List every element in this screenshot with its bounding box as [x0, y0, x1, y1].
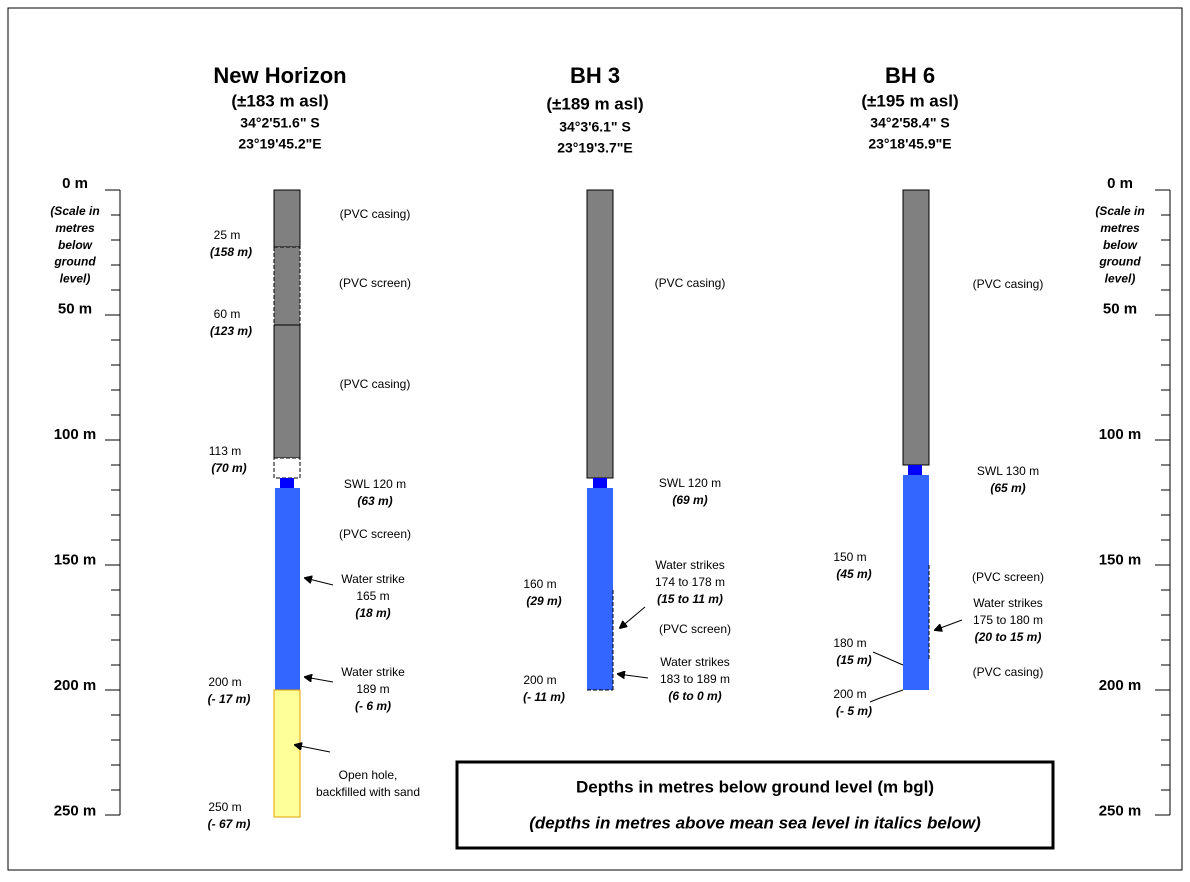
- scale-label: 200 m: [54, 677, 97, 694]
- depth-label: 200 m: [833, 687, 866, 701]
- asl-label: (123 m): [210, 324, 252, 338]
- annotation: (PVC screen): [339, 276, 411, 290]
- scale-note: (Scale in: [1095, 204, 1144, 218]
- depth-label: 60 m: [214, 307, 241, 321]
- scale-note: metres: [1100, 221, 1140, 235]
- annotation: (PVC screen): [659, 622, 731, 636]
- annotation: (PVC casing): [655, 276, 726, 290]
- depth-label: 160 m: [523, 577, 556, 591]
- labels: 0 m 50 m 100 m 150 m 200 m 250 m (Scale in metr…: [50, 63, 1144, 833]
- annotation: (PVC casing): [340, 377, 411, 391]
- scale-label: 100 m: [54, 426, 97, 443]
- annotation: (20 to 15 m): [975, 630, 1042, 644]
- annotation: SWL 130 m: [977, 464, 1039, 478]
- scale-label: 250 m: [1099, 802, 1142, 819]
- annotation: (18 m): [355, 606, 390, 620]
- asl-label: (158 m): [210, 245, 252, 259]
- scale-note: metres: [55, 221, 95, 235]
- annotation: Water strike: [341, 572, 405, 586]
- annotation: 189 m: [356, 682, 389, 696]
- depth-label: 180 m: [833, 636, 866, 650]
- asl-label: (29 m): [526, 594, 561, 608]
- depth-scales: [105, 189, 1171, 816]
- scale-label: 150 m: [54, 551, 97, 568]
- annotation: Water strikes: [973, 596, 1043, 610]
- annotation: SWL 120 m: [344, 477, 406, 491]
- annotation: (65 m): [990, 481, 1025, 495]
- scale-note: ground: [53, 255, 96, 269]
- legend-text: Depths in metres below ground level (m b…: [576, 777, 934, 796]
- scale-label: 250 m: [54, 802, 97, 819]
- asl-label: (- 67 m): [208, 817, 251, 831]
- depth-label: 200 m: [523, 673, 556, 687]
- depth-label: 113 m: [209, 444, 241, 458]
- scale-label: 50 m: [58, 300, 92, 317]
- annotation: (PVC casing): [973, 665, 1044, 679]
- arrows: [273, 189, 963, 818]
- asl-label: (45 m): [836, 567, 871, 581]
- annotation: (15 to 11 m): [657, 592, 723, 606]
- scale-label: 50 m: [1103, 300, 1137, 317]
- annotation: (PVC casing): [340, 207, 411, 221]
- annotation: backfilled with sand: [316, 785, 420, 799]
- asl-label: (- 17 m): [208, 692, 251, 706]
- annotation: (63 m): [357, 494, 392, 508]
- depth-label: 250 m: [208, 800, 241, 814]
- annotation: Water strikes: [655, 558, 725, 572]
- latitude: 34°2'51.6" S: [240, 115, 319, 131]
- annotation: (- 6 m): [355, 699, 391, 713]
- annotation: (PVC casing): [973, 277, 1044, 291]
- asl-label: (15 m): [836, 653, 871, 667]
- scale-label: 200 m: [1099, 677, 1142, 694]
- scale-label: 0 m: [62, 175, 88, 192]
- legend-text: (depths in metres above mean sea level i…: [529, 813, 981, 832]
- annotation: Water strike: [341, 665, 405, 679]
- annotation: 174 to 178 m: [655, 575, 725, 589]
- annotation: (6 to 0 m): [668, 689, 721, 703]
- scale-note: (Scale in: [50, 204, 99, 218]
- scale-label: 100 m: [1099, 426, 1142, 443]
- annotation: SWL 120 m: [659, 476, 721, 490]
- borehole-name: New Horizon: [213, 63, 346, 88]
- elevation: (±183 m asl): [231, 91, 328, 110]
- elevation: (±195 m asl): [861, 91, 958, 110]
- scale-note: below: [1103, 238, 1138, 252]
- annotation: 175 to 180 m: [973, 613, 1043, 627]
- depth-label: 25 m: [214, 228, 241, 242]
- annotation: Water strikes: [660, 655, 730, 669]
- scale-label: 150 m: [1099, 551, 1142, 568]
- longitude: 23°18'45.9"E: [868, 136, 951, 152]
- latitude: 34°2'58.4" S: [870, 115, 949, 131]
- longitude: 23°19'3.7"E: [557, 140, 633, 156]
- annotation: 183 to 189 m: [660, 672, 730, 686]
- longitude: 23°19'45.2"E: [238, 136, 321, 152]
- scale-note: level): [1105, 271, 1136, 285]
- annotation: (PVC screen): [972, 570, 1044, 584]
- asl-label: (70 m): [211, 461, 246, 475]
- elevation: (±189 m asl): [546, 94, 643, 113]
- annotation: Open hole,: [339, 768, 398, 782]
- depth-label: 200 m: [208, 675, 241, 689]
- annotation: (69 m): [672, 493, 707, 507]
- depth-label: 150 m: [833, 550, 866, 564]
- asl-label: (- 11 m): [523, 690, 565, 704]
- legend-box: [455, 760, 1055, 850]
- latitude: 34°3'6.1" S: [559, 119, 631, 135]
- annotation: (PVC screen): [339, 527, 411, 541]
- scale-note: ground: [1098, 255, 1141, 269]
- asl-label: (- 5 m): [836, 704, 872, 718]
- scale-note: level): [60, 271, 91, 285]
- borehole-name: BH 6: [885, 63, 935, 88]
- scale-label: 0 m: [1107, 175, 1133, 192]
- annotation: 165 m: [356, 589, 389, 603]
- scale-note: below: [58, 238, 93, 252]
- borehole-name: BH 3: [570, 63, 620, 88]
